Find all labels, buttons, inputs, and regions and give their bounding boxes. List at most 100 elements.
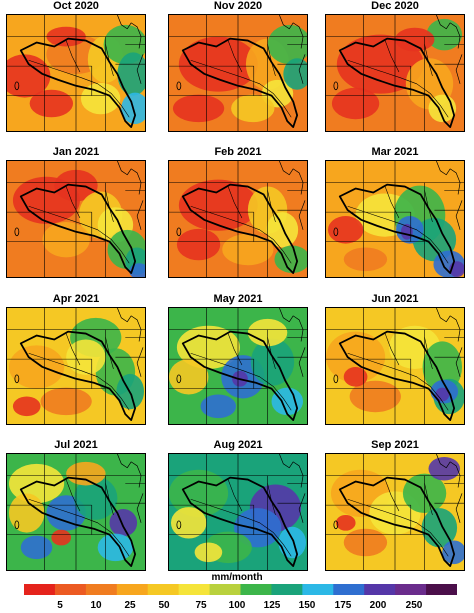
state-borders: [169, 15, 307, 131]
basin-outline: [19, 476, 137, 567]
reservoir-outline: [176, 520, 182, 530]
precip-region: [194, 542, 223, 563]
legend-tick-label: 200: [369, 600, 387, 611]
map-panel: May 2021: [165, 293, 311, 439]
reservoir-outline: [333, 227, 339, 237]
precipitation-map: [168, 160, 308, 278]
lake-coastline: [117, 161, 144, 230]
basin-outline: [338, 476, 456, 567]
lake-coastline: [436, 15, 463, 84]
legend-tick-label: 150: [298, 600, 316, 611]
legend-tick-label: 50: [158, 600, 170, 611]
lake-coastline: [279, 454, 306, 523]
basin-outline: [181, 183, 299, 274]
state-borders: [169, 161, 307, 277]
lake-coastline: [279, 308, 306, 377]
lake-coastline: [436, 308, 463, 377]
legend-swatch: [395, 584, 427, 595]
basin-outline: [181, 476, 299, 567]
lake-coastline: [279, 161, 306, 230]
precip-region: [336, 34, 424, 94]
precip-region: [266, 212, 299, 248]
legend-swatch: [271, 584, 303, 595]
legend-tick-label: 250: [405, 600, 423, 611]
precipitation-map: [325, 14, 465, 132]
precipitation-map: [6, 453, 146, 571]
state-borders: [7, 161, 145, 277]
precip-region: [51, 529, 72, 546]
legend-tick-label: 25: [124, 600, 136, 611]
precip-region: [12, 396, 41, 417]
legend-swatch: [116, 584, 149, 595]
panel-title: Jan 2021: [52, 146, 100, 158]
panel-title: Oct 2020: [53, 0, 99, 12]
legend-tick-label: 175: [334, 600, 352, 611]
map-panel: Oct 2020: [3, 0, 149, 146]
precipitation-map: [6, 307, 146, 425]
reservoir-outline: [14, 374, 20, 384]
legend-swatch: [178, 584, 211, 595]
precip-region: [66, 461, 106, 486]
state-borders: [326, 161, 464, 277]
precipitation-map: [325, 453, 465, 571]
basin-outline: [19, 183, 137, 274]
legend-swatch: [302, 584, 334, 595]
precip-region: [343, 366, 368, 387]
precip-region: [283, 58, 307, 90]
lake-coastline: [279, 15, 306, 84]
state-borders: [326, 454, 464, 570]
precip-region: [170, 507, 207, 539]
legend-swatch: [426, 584, 457, 595]
precip-region: [343, 528, 388, 557]
panel-title: Sep 2021: [371, 439, 419, 451]
reservoir-outline: [176, 81, 182, 91]
precipitation-map: [6, 14, 146, 132]
precip-region: [7, 54, 51, 98]
precip-region: [200, 394, 237, 419]
legend-title: mm/month: [211, 572, 263, 583]
basin-outline: [338, 330, 456, 421]
precip-region: [80, 82, 121, 115]
panel-title: Nov 2020: [213, 0, 263, 12]
precip-region: [274, 245, 307, 274]
precip-region: [222, 233, 274, 266]
reservoir-outline: [14, 81, 20, 91]
map-panel: Jul 2021: [3, 439, 149, 585]
precip-region: [178, 179, 258, 231]
map-panel: Jun 2021: [322, 293, 468, 439]
basin-outline: [19, 37, 137, 128]
precip-region: [335, 514, 356, 531]
reservoir-outline: [333, 374, 339, 384]
panel-title: May 2021: [213, 293, 263, 305]
precip-region: [66, 339, 106, 375]
precip-region: [169, 359, 209, 395]
reservoir-outline: [333, 520, 339, 530]
precip-region: [20, 535, 53, 560]
precip-region: [250, 338, 295, 386]
legend-tick-label: 5: [57, 600, 63, 611]
lake-coastline: [117, 308, 144, 377]
legend-swatch: [333, 584, 365, 595]
precip-region: [412, 218, 457, 262]
legend-swatch: [147, 584, 180, 595]
map-panel: Jan 2021: [3, 146, 149, 292]
precip-region: [109, 509, 138, 537]
precip-region: [117, 52, 145, 96]
reservoir-outline: [14, 520, 20, 530]
precip-region: [426, 18, 463, 51]
map-panel: Aug 2021: [165, 439, 311, 585]
basin-outline: [338, 37, 456, 128]
precip-region: [435, 387, 450, 402]
precip-region: [40, 387, 92, 416]
precip-region: [29, 89, 74, 118]
lake-coastline: [436, 454, 463, 523]
legend-swatch: [85, 584, 118, 595]
legend-tick-label: 100: [228, 600, 246, 611]
panel-title: Jul 2021: [54, 439, 98, 451]
reservoir-outline: [333, 81, 339, 91]
state-borders: [169, 454, 307, 570]
reservoir-outline: [14, 227, 20, 237]
precip-region: [231, 94, 275, 123]
state-borders: [326, 308, 464, 424]
reservoir-outline: [176, 374, 182, 384]
